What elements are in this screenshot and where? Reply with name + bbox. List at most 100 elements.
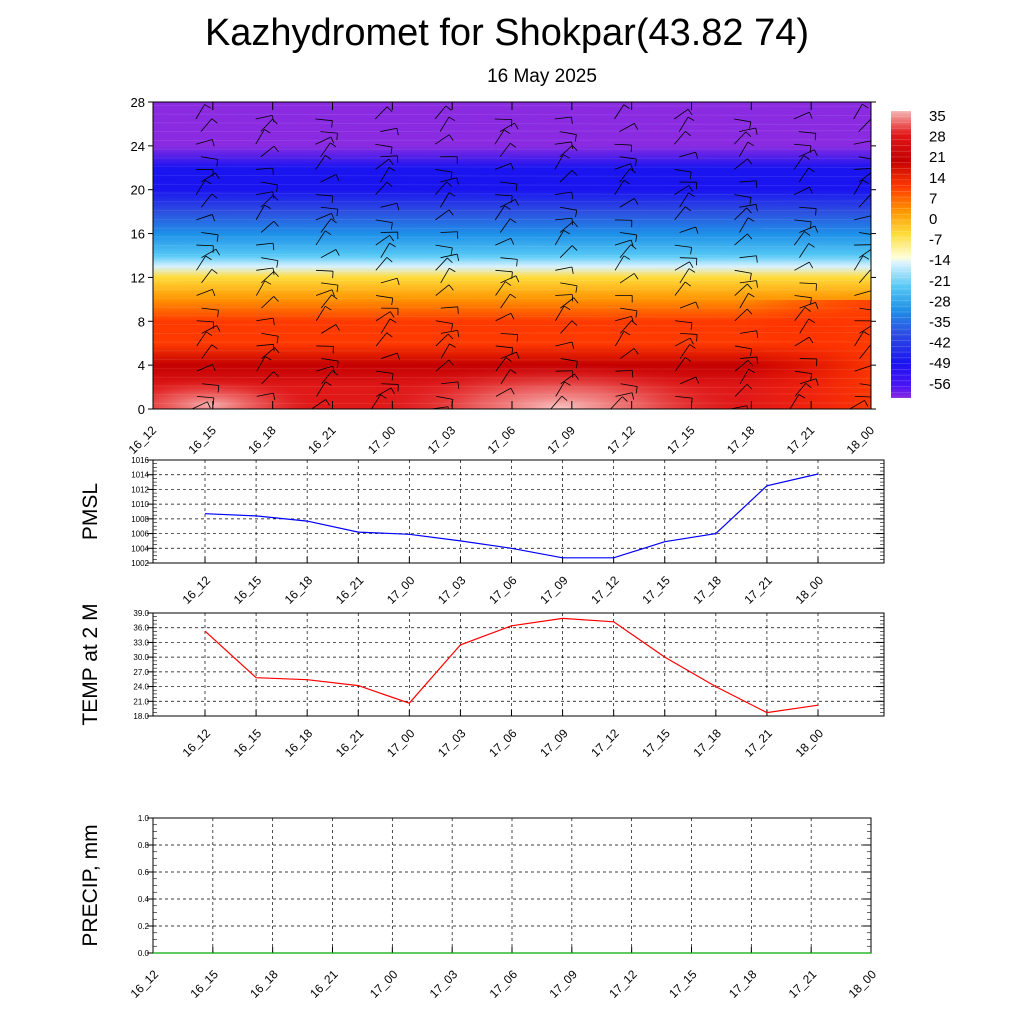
xtick-label: 17_03 — [435, 573, 469, 607]
colorbar-label: -49 — [929, 355, 951, 372]
wind-barb-feather — [571, 218, 574, 226]
wind-barb — [739, 356, 757, 359]
wind-barb-feather — [276, 260, 279, 268]
wind-barb-feather — [505, 357, 512, 362]
colorbar-label: -14 — [929, 252, 951, 269]
wind-barb-feather — [216, 234, 219, 242]
xtick-label: 16_18 — [282, 726, 316, 760]
wind-barb — [499, 218, 511, 233]
wind-barb — [799, 378, 817, 385]
wind-barb-feather — [861, 103, 869, 109]
wind-barb-feather — [755, 204, 758, 212]
colorbar-label: -7 — [929, 232, 942, 249]
wind-barb-feather — [450, 247, 453, 255]
wind-barb-feather — [748, 368, 755, 373]
wind-barb — [794, 261, 810, 271]
xtick-label: 16_18 — [282, 573, 316, 607]
wind-barb-feather — [215, 172, 220, 179]
wind-barb — [256, 392, 274, 397]
wind-barb — [435, 359, 450, 372]
wind-barb — [560, 358, 578, 362]
wind-barb-feather — [216, 159, 219, 167]
wind-barb — [374, 106, 388, 120]
wind-barb — [196, 289, 213, 296]
wind-barb-feather — [749, 197, 752, 205]
wind-barb — [440, 192, 450, 208]
wind-barb-feather — [272, 168, 274, 176]
wind-barb — [730, 405, 747, 409]
wind-barb-feather — [386, 181, 393, 188]
heatmap-xtick-label: 16_12 — [126, 423, 160, 457]
wind-barb — [435, 181, 447, 195]
wind-barb — [380, 127, 398, 132]
wind-barb — [739, 368, 749, 384]
wind-barb — [321, 370, 333, 385]
wind-barb — [500, 181, 518, 185]
wind-barb — [376, 370, 394, 374]
wind-barb — [794, 336, 810, 347]
wind-barb-feather — [563, 154, 570, 159]
wind-barb-feather — [747, 359, 753, 366]
wind-barb-feather — [695, 301, 699, 309]
wind-barb — [619, 273, 635, 284]
wind-barb-feather — [514, 122, 519, 130]
wind-barb-feather — [808, 261, 814, 269]
wind-barb-feather — [212, 289, 216, 297]
wind-barb-feather — [629, 168, 636, 174]
wind-barb — [495, 312, 512, 322]
wind-barb-feather — [325, 381, 332, 386]
wind-barb — [316, 269, 334, 272]
xtick-label: 17_18 — [690, 726, 724, 760]
wind-barb-feather — [808, 167, 815, 173]
wind-barb-feather — [874, 160, 875, 167]
wind-barb-feather — [755, 180, 758, 188]
wind-barb — [260, 181, 278, 186]
wind-barb-feather — [396, 353, 400, 360]
wind-barb-feather — [756, 280, 758, 288]
wind-barb — [201, 325, 217, 334]
wind-barb-feather — [456, 253, 460, 261]
wind-barb-feather — [509, 369, 517, 374]
wind-barb-feather — [571, 266, 574, 274]
xtick-label: 17_06 — [486, 726, 520, 760]
wind-barb-feather — [685, 130, 691, 137]
wind-barb — [256, 280, 266, 296]
contour-line — [153, 254, 871, 257]
wind-barb — [380, 202, 398, 208]
wind-barb — [191, 401, 208, 409]
wind-barb-feather — [212, 364, 216, 371]
wind-barb-feather — [391, 298, 394, 306]
wind-barb — [734, 194, 752, 198]
panel-precip-mm: 0.0 0.2 0.4 0.6 0.8 1.0 16_12 16_15 16_18 16_21 17… — [79, 814, 879, 1001]
wind-barb — [380, 318, 391, 334]
wind-barb — [256, 356, 266, 372]
wind-barb — [440, 177, 457, 183]
wind-barb-feather — [747, 158, 753, 165]
page-title: Kazhydromet for Shokpar(43.82 74) — [204, 12, 810, 54]
wind-barb-feather — [756, 330, 759, 338]
wind-barb-feather — [264, 356, 272, 361]
wind-barb-feather — [876, 386, 877, 393]
ytick-label: 1016 — [131, 456, 149, 465]
wind-barb-feather — [211, 193, 218, 199]
wind-barb-feather — [272, 195, 279, 201]
wind-barb-feather — [273, 296, 279, 302]
wind-barb — [434, 105, 447, 120]
wind-barb — [914, 356, 923, 371]
wind-barb-feather — [211, 214, 215, 222]
wind-barb — [200, 118, 213, 132]
wind-barb-feather — [509, 218, 517, 224]
wind-barb-feather — [689, 344, 696, 349]
wind-barb-feather — [809, 186, 813, 194]
wind-barb — [793, 143, 811, 147]
wind-barb-feather — [273, 221, 279, 227]
wind-barb-feather — [451, 323, 453, 331]
wind-barb-feather — [503, 129, 511, 135]
xtick-label: 17_09 — [537, 726, 571, 760]
wind-barb-feather — [688, 192, 695, 197]
ytick-label: 27.0 — [133, 668, 149, 677]
wind-barb — [739, 280, 757, 284]
wind-barb-feather — [931, 394, 932, 401]
wind-barb — [435, 244, 453, 249]
wind-barb-feather — [630, 244, 637, 250]
